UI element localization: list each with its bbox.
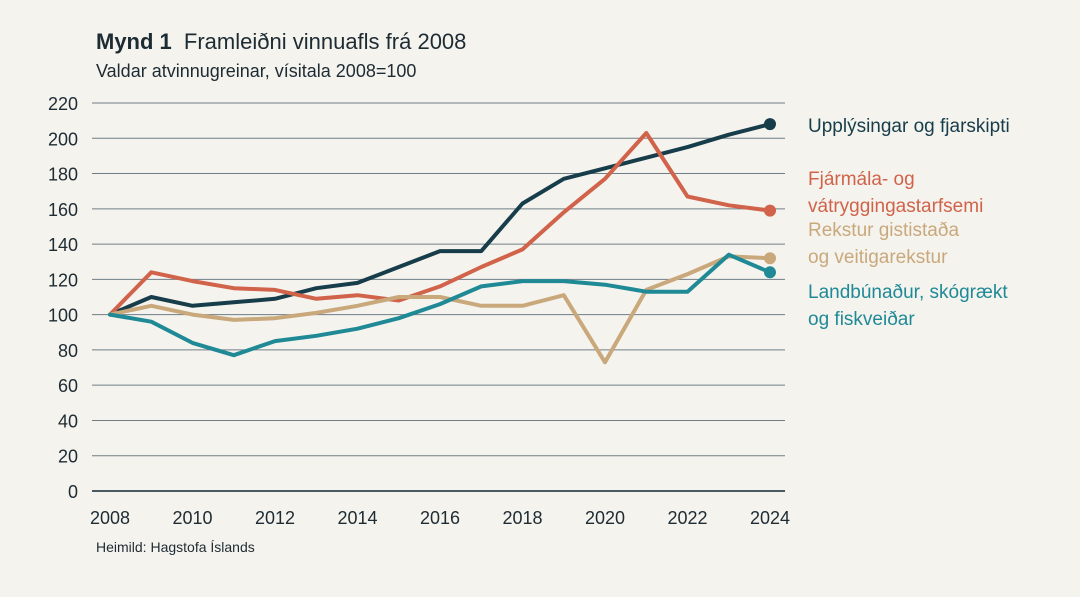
legend-label-line: Fjármála- og [808, 169, 915, 190]
series-end-marker-0 [764, 118, 776, 131]
legend-label-line: vátryggingastarfsemi [808, 196, 983, 217]
y-tick-label: 20 [58, 447, 78, 467]
legend: Upplýsingar og fjarskipti Fjármála- og vát… [808, 116, 1010, 330]
chart-title: Mynd 1 Framleiðni vinnuafls frá 2008 [96, 29, 466, 54]
series-lines [108, 118, 776, 365]
x-tick-label: 2012 [255, 508, 295, 528]
legend-label-line: Rekstur gististaða [808, 220, 959, 241]
y-tick-label: 200 [48, 129, 78, 149]
legend-label-0: Upplýsingar og fjarskipti [808, 116, 1010, 137]
chart-subtitle: Valdar atvinnugreinar, vísitala 2008=100 [96, 61, 416, 81]
source-note: Heimild: Hagstofa Íslands [96, 539, 255, 555]
y-tick-labels: 0 20 40 60 80 100 120 140 160 180 200 220 [48, 94, 78, 502]
y-tick-label: 80 [58, 341, 78, 361]
x-tick-labels: 2008 2010 2012 2014 2016 2018 2020 2022 2024 [90, 508, 790, 528]
y-tick-label: 220 [48, 94, 78, 114]
x-tick-label: 2008 [90, 508, 130, 528]
series-end-marker-3 [764, 266, 776, 279]
x-tick-label: 2014 [337, 508, 377, 528]
y-tick-label: 100 [48, 306, 78, 326]
series-end-marker-2 [764, 252, 776, 265]
legend-label-2: Rekstur gististaða og veitigarekstur [808, 220, 959, 268]
y-tick-label: 120 [48, 270, 78, 290]
series-line-2 [108, 254, 772, 365]
x-tick-label: 2010 [172, 508, 212, 528]
legend-label-line: Landbúnaður, skógrækt [808, 282, 1008, 303]
legend-label-line: og fiskveiðar [808, 309, 915, 330]
y-tick-label: 60 [58, 376, 78, 396]
x-tick-label: 2022 [667, 508, 707, 528]
legend-label-3: Landbúnaður, skógrækt og fiskveiðar [808, 282, 1008, 330]
y-tick-label: 40 [58, 411, 78, 431]
series-line-1 [108, 131, 772, 317]
series-end-marker-1 [764, 204, 776, 217]
x-tick-label: 2024 [750, 508, 790, 528]
x-tick-label: 2018 [502, 508, 542, 528]
legend-label-line: og veitigarekstur [808, 247, 948, 268]
y-tick-label: 160 [48, 200, 78, 220]
x-tick-label: 2016 [420, 508, 460, 528]
y-tick-label: 0 [68, 482, 78, 502]
legend-label-1: Fjármála- og vátryggingastarfsemi [808, 169, 983, 217]
y-tick-label: 140 [48, 235, 78, 255]
legend-label-line: Upplýsingar og fjarskipti [808, 116, 1010, 137]
chart-title-prefix: Mynd 1 [96, 29, 172, 54]
series-line-3 [108, 252, 772, 358]
chart-title-text: Framleiðni vinnuafls frá 2008 [184, 29, 466, 54]
x-tick-label: 2020 [585, 508, 625, 528]
y-tick-label: 180 [48, 165, 78, 185]
